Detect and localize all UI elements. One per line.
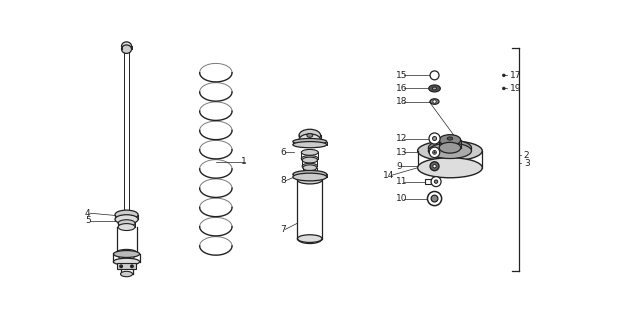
Text: 4: 4 (85, 209, 91, 218)
Text: 3: 3 (524, 159, 530, 168)
Ellipse shape (429, 85, 440, 92)
Ellipse shape (418, 158, 482, 178)
Ellipse shape (303, 171, 317, 177)
Text: 13: 13 (396, 148, 407, 157)
Ellipse shape (428, 140, 472, 156)
Ellipse shape (293, 139, 327, 145)
Text: 10: 10 (396, 194, 407, 203)
Circle shape (430, 147, 440, 157)
Ellipse shape (303, 171, 316, 177)
Circle shape (502, 87, 506, 90)
Ellipse shape (293, 171, 327, 178)
Circle shape (429, 133, 440, 144)
Ellipse shape (303, 177, 316, 183)
Text: 8: 8 (281, 176, 286, 185)
Ellipse shape (299, 134, 321, 146)
Ellipse shape (117, 249, 137, 256)
Ellipse shape (293, 141, 327, 148)
Ellipse shape (297, 235, 322, 243)
Text: 11: 11 (396, 177, 407, 186)
Ellipse shape (430, 99, 439, 104)
Ellipse shape (418, 141, 482, 161)
Text: 18: 18 (396, 97, 407, 106)
Circle shape (502, 74, 506, 77)
Ellipse shape (293, 173, 327, 181)
Circle shape (434, 152, 435, 153)
Text: 14: 14 (383, 171, 394, 180)
Circle shape (431, 195, 438, 202)
Ellipse shape (115, 215, 138, 224)
Circle shape (433, 137, 436, 140)
Text: 7: 7 (281, 225, 286, 234)
Ellipse shape (118, 224, 135, 230)
Ellipse shape (307, 133, 313, 137)
Bar (425, 179, 431, 184)
Bar (124, 48, 129, 219)
Ellipse shape (122, 45, 132, 53)
Ellipse shape (439, 142, 460, 153)
Text: 12: 12 (396, 134, 407, 143)
Ellipse shape (447, 137, 452, 140)
Ellipse shape (122, 42, 132, 50)
Text: 19: 19 (510, 84, 522, 93)
Ellipse shape (121, 271, 132, 277)
Ellipse shape (114, 251, 140, 258)
Ellipse shape (428, 143, 472, 158)
Circle shape (433, 164, 436, 168)
Circle shape (433, 100, 436, 103)
Circle shape (130, 265, 133, 268)
Ellipse shape (302, 157, 318, 163)
Ellipse shape (299, 129, 321, 141)
Text: 6: 6 (281, 148, 286, 157)
Circle shape (430, 162, 439, 171)
Ellipse shape (302, 163, 318, 169)
Ellipse shape (303, 165, 317, 171)
Circle shape (120, 265, 122, 268)
Circle shape (430, 71, 439, 80)
Circle shape (434, 180, 438, 183)
Ellipse shape (439, 135, 460, 145)
Text: 9: 9 (396, 162, 402, 171)
Text: 15: 15 (396, 71, 407, 80)
Ellipse shape (302, 149, 318, 155)
Text: 5: 5 (85, 216, 91, 225)
Ellipse shape (297, 176, 322, 184)
Circle shape (433, 150, 436, 154)
Ellipse shape (118, 220, 135, 227)
Text: 2: 2 (524, 151, 530, 160)
Circle shape (431, 177, 441, 187)
Text: 16: 16 (396, 84, 407, 93)
Bar (117, 263, 136, 269)
Ellipse shape (302, 156, 318, 162)
Ellipse shape (114, 258, 140, 265)
Circle shape (428, 191, 442, 206)
Ellipse shape (433, 87, 437, 90)
Text: 1: 1 (240, 157, 246, 166)
Text: 17: 17 (510, 71, 522, 80)
Ellipse shape (115, 210, 138, 219)
